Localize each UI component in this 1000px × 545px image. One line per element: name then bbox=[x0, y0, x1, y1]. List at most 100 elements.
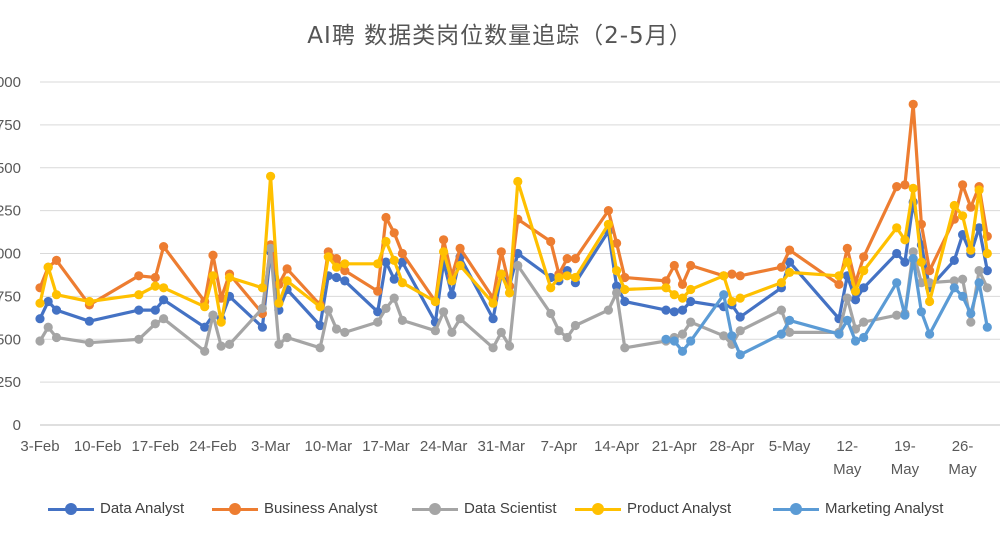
data-point bbox=[216, 341, 226, 351]
data-point bbox=[373, 286, 383, 296]
data-point bbox=[134, 271, 144, 281]
data-point bbox=[200, 322, 210, 332]
data-point bbox=[958, 274, 968, 284]
series-business-analyst bbox=[35, 99, 992, 319]
data-point bbox=[620, 343, 630, 353]
data-point bbox=[488, 298, 498, 308]
data-point bbox=[974, 266, 984, 276]
data-point bbox=[340, 266, 350, 276]
data-point bbox=[381, 257, 391, 267]
data-point bbox=[150, 281, 160, 291]
data-point bbox=[908, 99, 918, 109]
data-point bbox=[677, 293, 688, 303]
x-tick-label: 3-Mar bbox=[251, 438, 290, 455]
data-point bbox=[727, 331, 737, 341]
data-point bbox=[603, 206, 614, 216]
data-point bbox=[916, 219, 927, 229]
data-point bbox=[892, 248, 902, 259]
data-point bbox=[331, 262, 342, 272]
x-tick-label: 10-Feb bbox=[74, 438, 122, 455]
data-point bbox=[859, 252, 869, 262]
data-point bbox=[620, 284, 630, 295]
data-point bbox=[562, 332, 572, 343]
data-point bbox=[850, 295, 861, 305]
data-point bbox=[282, 264, 292, 274]
data-point bbox=[916, 257, 927, 267]
legend-marker bbox=[48, 502, 94, 516]
series-product-analyst bbox=[35, 171, 992, 327]
data-point bbox=[677, 329, 688, 339]
data-point bbox=[159, 283, 169, 293]
data-point bbox=[159, 242, 169, 252]
data-point bbox=[208, 271, 218, 281]
data-point bbox=[43, 262, 53, 272]
data-point bbox=[834, 279, 844, 289]
data-point bbox=[859, 266, 869, 276]
data-point bbox=[735, 350, 745, 360]
data-point bbox=[982, 248, 992, 259]
data-point bbox=[315, 302, 325, 312]
legend-label: Data Scientist bbox=[464, 500, 557, 517]
data-point bbox=[570, 272, 581, 283]
data-point bbox=[982, 266, 992, 276]
data-point bbox=[925, 329, 935, 339]
data-point bbox=[925, 266, 935, 276]
data-point bbox=[603, 305, 614, 315]
data-point bbox=[496, 327, 506, 337]
data-point bbox=[282, 332, 292, 343]
data-point bbox=[224, 272, 235, 283]
data-point bbox=[447, 276, 457, 286]
data-point bbox=[669, 336, 679, 346]
data-point bbox=[570, 254, 581, 264]
data-point bbox=[677, 305, 688, 315]
data-point bbox=[677, 279, 688, 289]
data-point bbox=[150, 305, 160, 315]
data-point bbox=[504, 341, 515, 351]
data-point bbox=[785, 267, 795, 277]
data-point bbox=[974, 278, 984, 288]
legend-item: Product Analyst bbox=[575, 500, 731, 517]
data-point bbox=[966, 245, 976, 255]
data-point bbox=[908, 183, 918, 193]
data-point bbox=[159, 295, 169, 305]
data-point bbox=[159, 314, 169, 324]
legend-item: Business Analyst bbox=[212, 500, 377, 517]
data-point bbox=[430, 326, 440, 336]
data-point bbox=[51, 332, 62, 343]
chart-legend: Data Analyst Business Analyst Data Scienti… bbox=[40, 500, 1000, 528]
data-point bbox=[966, 202, 976, 212]
data-point bbox=[686, 336, 696, 346]
data-point bbox=[562, 271, 572, 281]
data-point bbox=[949, 283, 959, 293]
data-point bbox=[274, 298, 284, 308]
data-point bbox=[340, 327, 350, 337]
data-point bbox=[447, 327, 457, 337]
data-point bbox=[266, 171, 276, 181]
data-point bbox=[331, 272, 342, 283]
legend-item: Data Analyst bbox=[48, 500, 184, 517]
data-point bbox=[958, 180, 968, 190]
legend-label: Marketing Analyst bbox=[825, 500, 944, 517]
data-point bbox=[603, 219, 614, 229]
legend-marker bbox=[575, 502, 621, 516]
data-point bbox=[925, 296, 935, 307]
data-point bbox=[381, 212, 391, 223]
y-tick-label: 750 bbox=[0, 288, 21, 305]
data-point bbox=[612, 266, 622, 276]
data-point bbox=[785, 257, 795, 267]
y-axis-ticks: 0 250 500 750 1000 1250 1500 1750 2000 bbox=[0, 74, 21, 434]
data-point bbox=[455, 314, 465, 324]
data-point bbox=[842, 293, 852, 303]
data-point bbox=[842, 243, 852, 253]
data-point bbox=[554, 272, 564, 283]
data-point bbox=[686, 317, 696, 327]
data-point bbox=[381, 236, 391, 247]
data-point bbox=[892, 182, 902, 192]
legend-label: Product Analyst bbox=[627, 500, 732, 517]
data-point bbox=[51, 290, 62, 300]
x-tick-label: 17-Feb bbox=[132, 438, 180, 455]
series-lines bbox=[35, 99, 992, 360]
data-point bbox=[513, 248, 523, 259]
legend-marker bbox=[773, 502, 819, 516]
series-marketing-analyst bbox=[661, 254, 992, 360]
